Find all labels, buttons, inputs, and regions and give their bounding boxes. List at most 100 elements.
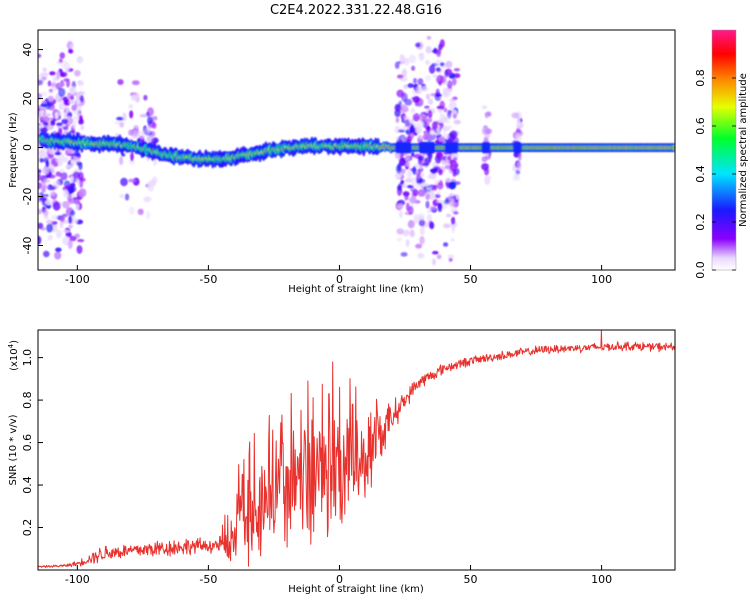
- heatmap-cell: [395, 116, 400, 124]
- heatmap-cell: [79, 179, 84, 189]
- heatmap-cell: [451, 225, 456, 234]
- heatmap-cell: [421, 85, 429, 92]
- heatmap-cell: [128, 104, 134, 109]
- heatmap-cell: [57, 158, 63, 167]
- heatmap-cell: [48, 148, 55, 155]
- heatmap-cell: [404, 156, 410, 162]
- heatmap-cell: [425, 93, 430, 100]
- heatmap-cell: [426, 209, 433, 213]
- heatmap-cell: [38, 150, 46, 159]
- heatmap-cell: [49, 88, 53, 93]
- heatmap-cell: [447, 254, 454, 260]
- figure-title: C2E4.2022.331.22.48.G16: [270, 3, 442, 18]
- heatmap-cell: [443, 199, 451, 205]
- heatmap-cell: [43, 250, 50, 258]
- heatmap-cell: [119, 193, 125, 199]
- heatmap-cell: [404, 119, 410, 127]
- snr-scale-close: ): [9, 340, 20, 344]
- heatmap-cell: [146, 211, 151, 220]
- heatmap-cell: [60, 168, 65, 173]
- heatmap-cell: [80, 125, 85, 130]
- colorbar-tick-label: 0.6: [694, 117, 707, 135]
- heatmap-cell: [128, 129, 134, 136]
- heatmap-cell: [60, 71, 68, 78]
- heatmap-cell: [47, 186, 56, 191]
- spectrogram-x-axis-label: Height of straight line (km): [288, 284, 424, 295]
- heatmap-cell: [432, 258, 436, 266]
- heatmap-cell: [137, 208, 144, 216]
- colorbar-tick-label: 0.2: [694, 213, 707, 231]
- heatmap-cell: [411, 65, 416, 71]
- heatmap-cell: [143, 126, 152, 135]
- heatmap-cell: [417, 155, 425, 161]
- heatmap-cell: [448, 198, 456, 208]
- snr-x-axis-label: Height of straight line (km): [288, 584, 424, 595]
- heatmap-cell: [408, 131, 415, 140]
- heatmap-cell: [426, 35, 432, 40]
- heatmap-cell: [449, 130, 458, 139]
- heatmap-cell: [40, 91, 48, 97]
- heatmap-cell: [46, 124, 54, 131]
- heatmap-cell: [69, 175, 74, 184]
- heatmap-cell: [447, 80, 453, 89]
- heatmap-cell: [70, 210, 76, 217]
- heatmap-cell: [439, 62, 445, 67]
- heatmap-cell: [59, 215, 65, 222]
- heatmap-cell: [43, 209, 49, 218]
- snr-y-tick-label: 0.4: [21, 476, 34, 494]
- heatmap-cell: [419, 226, 425, 236]
- heatmap-cell: [444, 69, 449, 78]
- heatmap-cell: [119, 156, 124, 165]
- heatmap-cell: [49, 71, 56, 76]
- heatmap-cell: [485, 111, 492, 117]
- heatmap-cell: [38, 173, 42, 182]
- heatmap-cell: [66, 92, 71, 100]
- heatmap-cell: [76, 55, 84, 64]
- heatmap-cell: [73, 199, 81, 205]
- heatmap-cell: [62, 229, 70, 233]
- heatmap-cell: [71, 119, 77, 129]
- heatmap-cell: [443, 223, 451, 229]
- heatmap-cell: [77, 239, 85, 243]
- snr-x-tick-label: 100: [591, 573, 612, 586]
- heatmap-cell: [67, 239, 73, 249]
- spectrogram-y-ticks: -40 -20 0 20 40: [21, 43, 43, 254]
- heatmap-cell: [131, 80, 140, 86]
- heatmap-cell: [433, 47, 438, 54]
- snr-scale-note: (x104): [7, 340, 20, 371]
- heatmap-cell: [450, 181, 455, 187]
- heatmap-cell: [152, 158, 158, 166]
- heatmap-cell: [124, 193, 130, 201]
- heatmap-cell: [406, 169, 413, 179]
- spectrogram-y-axis-label: Frequency (Hz): [8, 112, 19, 188]
- colorbar-gradient: [712, 30, 736, 270]
- snr-x-tick-label: 50: [464, 573, 478, 586]
- snr-x-tick-label: -100: [65, 573, 90, 586]
- heatmap-cell: [438, 80, 443, 86]
- heatmap-cell: [412, 96, 420, 103]
- heatmap-cell: [436, 181, 444, 190]
- heatmap-cell: [672, 146, 675, 149]
- heatmap-cell: [60, 171, 68, 181]
- heatmap-cell: [427, 118, 433, 123]
- heatmap-cell: [50, 119, 56, 126]
- heatmap-cell: [68, 152, 76, 157]
- heatmap-cell: [62, 185, 69, 192]
- heatmap-cell: [47, 80, 52, 87]
- heatmap-cell: [454, 141, 459, 154]
- heatmap-cell: [45, 199, 53, 206]
- heatmap-cell: [45, 112, 52, 117]
- heatmap-cell: [412, 188, 419, 197]
- snr-y-ticks: 0.2 0.4 0.6 0.8 1.0: [21, 349, 43, 536]
- heatmap-cell: [417, 189, 426, 197]
- spectrogram-y-tick-label: 20: [21, 92, 34, 106]
- colorbar: 0.0 0.2 0.4 0.6 0.8 Normalized spectral ampl…: [694, 29, 749, 279]
- heatmap-cell: [38, 129, 41, 135]
- heatmap-cell: [55, 229, 62, 239]
- heatmap-cell: [442, 87, 448, 97]
- heatmap-cell: [395, 164, 402, 174]
- heatmap-cell: [442, 160, 449, 167]
- heatmap-cell: [40, 72, 49, 77]
- heatmap-cell: [147, 182, 155, 192]
